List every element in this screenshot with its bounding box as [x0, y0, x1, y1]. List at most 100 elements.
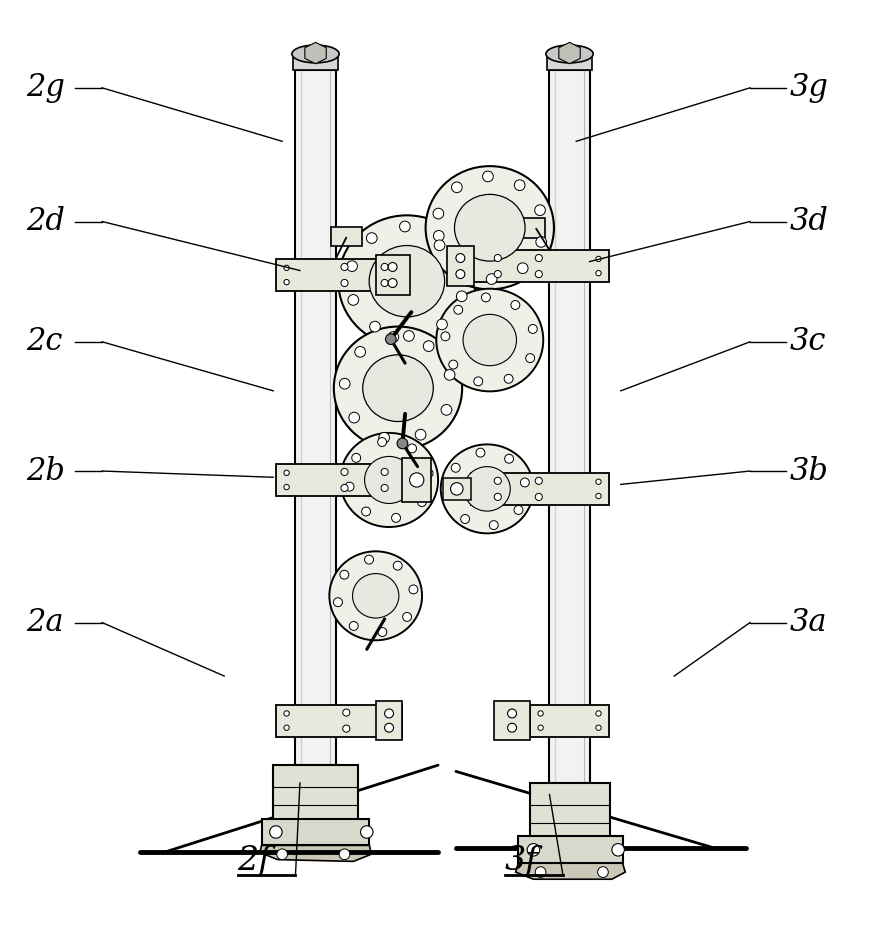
Circle shape — [349, 412, 359, 423]
Circle shape — [510, 301, 519, 309]
Circle shape — [445, 491, 454, 499]
Bar — [402, 457, 431, 502]
Ellipse shape — [363, 355, 434, 421]
Circle shape — [456, 254, 465, 262]
Bar — [550, 70, 590, 783]
Circle shape — [518, 262, 528, 274]
Circle shape — [451, 482, 463, 495]
Text: 3f: 3f — [505, 844, 538, 877]
Circle shape — [341, 280, 348, 286]
Circle shape — [381, 484, 388, 492]
Circle shape — [409, 585, 417, 593]
Circle shape — [595, 270, 601, 276]
Circle shape — [595, 479, 601, 484]
Circle shape — [400, 222, 410, 232]
Circle shape — [392, 514, 401, 522]
Circle shape — [528, 324, 537, 334]
Circle shape — [451, 182, 462, 193]
Circle shape — [388, 332, 399, 342]
Ellipse shape — [365, 456, 414, 503]
Bar — [519, 837, 622, 864]
Polygon shape — [559, 43, 580, 64]
Circle shape — [460, 514, 469, 523]
Circle shape — [393, 561, 402, 571]
Circle shape — [595, 710, 601, 716]
Circle shape — [434, 230, 444, 242]
Circle shape — [360, 825, 373, 838]
Circle shape — [536, 270, 543, 278]
Circle shape — [340, 571, 349, 579]
Circle shape — [340, 378, 350, 389]
Bar — [471, 250, 609, 282]
Ellipse shape — [463, 315, 517, 366]
Circle shape — [384, 724, 393, 732]
Circle shape — [455, 257, 466, 268]
Circle shape — [454, 305, 463, 314]
Circle shape — [494, 477, 502, 484]
Circle shape — [402, 612, 411, 621]
Bar — [494, 701, 530, 740]
Ellipse shape — [352, 573, 399, 618]
Ellipse shape — [454, 194, 525, 262]
Bar — [530, 705, 609, 737]
Circle shape — [417, 497, 426, 507]
Circle shape — [444, 370, 455, 380]
Circle shape — [415, 429, 426, 440]
Circle shape — [381, 469, 388, 476]
Ellipse shape — [369, 245, 444, 317]
Circle shape — [454, 265, 465, 276]
Ellipse shape — [333, 326, 462, 450]
Circle shape — [474, 377, 483, 386]
Bar — [274, 766, 358, 823]
Circle shape — [456, 270, 465, 279]
Polygon shape — [305, 43, 326, 64]
Circle shape — [381, 263, 388, 270]
Circle shape — [486, 274, 497, 284]
Text: 2d: 2d — [26, 206, 65, 237]
Circle shape — [284, 280, 290, 284]
Ellipse shape — [338, 215, 476, 347]
Bar — [262, 819, 369, 845]
Circle shape — [494, 270, 502, 278]
Circle shape — [494, 255, 502, 262]
Circle shape — [339, 849, 350, 860]
Text: 2a: 2a — [26, 607, 63, 638]
Polygon shape — [516, 864, 625, 880]
Bar — [276, 259, 411, 291]
Bar — [510, 218, 545, 238]
Circle shape — [449, 360, 458, 369]
Circle shape — [536, 494, 543, 500]
Circle shape — [377, 437, 386, 447]
Circle shape — [514, 180, 525, 190]
Circle shape — [367, 233, 377, 243]
Text: 3b: 3b — [790, 456, 829, 487]
Circle shape — [409, 473, 424, 487]
Circle shape — [508, 724, 517, 732]
Circle shape — [441, 332, 450, 340]
Bar — [443, 478, 471, 499]
Circle shape — [348, 295, 358, 305]
Text: 2c: 2c — [26, 326, 63, 358]
Circle shape — [494, 494, 502, 500]
Circle shape — [536, 477, 543, 484]
Circle shape — [284, 470, 290, 476]
Circle shape — [482, 293, 490, 301]
Circle shape — [441, 404, 451, 416]
Bar — [547, 54, 592, 70]
Circle shape — [527, 844, 540, 856]
Text: 3a: 3a — [790, 607, 828, 638]
Ellipse shape — [426, 166, 554, 289]
Circle shape — [434, 240, 445, 251]
Circle shape — [597, 866, 608, 878]
Circle shape — [350, 622, 358, 631]
Circle shape — [526, 354, 535, 362]
Circle shape — [536, 237, 546, 247]
Circle shape — [345, 482, 354, 491]
Circle shape — [536, 255, 543, 262]
Text: 2b: 2b — [26, 456, 65, 487]
Circle shape — [536, 866, 546, 878]
Circle shape — [385, 334, 396, 344]
Circle shape — [369, 321, 380, 332]
Circle shape — [433, 208, 443, 219]
Circle shape — [342, 725, 350, 732]
